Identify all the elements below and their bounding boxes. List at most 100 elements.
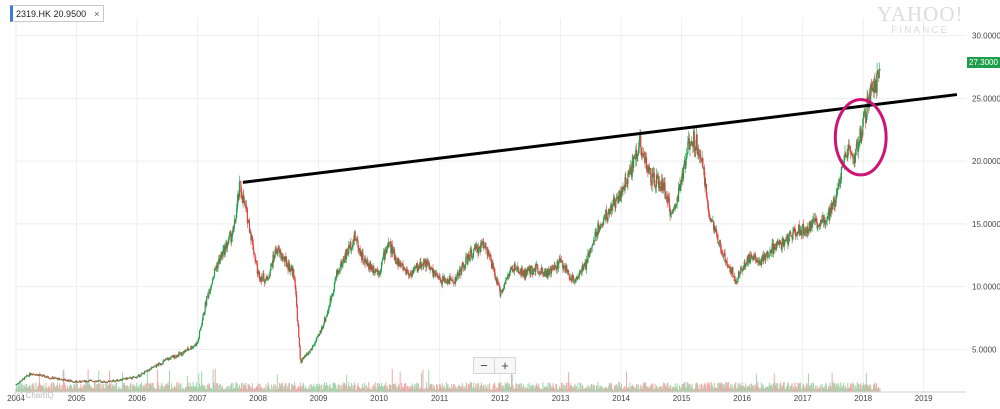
volume-bar <box>663 382 665 392</box>
zoom-in-button[interactable]: + <box>494 358 515 373</box>
candle-body <box>448 283 450 284</box>
volume-bar <box>496 388 498 392</box>
volume-bar <box>569 382 571 392</box>
volume-bar <box>655 385 657 392</box>
volume-bar <box>708 383 710 392</box>
candle-body <box>396 258 398 264</box>
volume-bar <box>521 383 523 392</box>
volume-bar <box>194 385 196 392</box>
volume-bar <box>237 387 239 392</box>
candle-body <box>592 244 594 246</box>
candle-body <box>847 144 850 151</box>
candle-body <box>464 264 466 269</box>
candle-body <box>194 343 196 346</box>
candle-body <box>390 245 393 254</box>
candle-body <box>778 240 780 245</box>
candle-body <box>282 257 284 261</box>
candle-body <box>272 254 274 268</box>
volume-bar <box>779 383 781 392</box>
candle-body <box>31 374 33 375</box>
volume-bar <box>735 388 737 392</box>
candle-body <box>351 246 353 249</box>
candle-body <box>560 260 562 263</box>
volume-bar <box>546 387 548 392</box>
volume-bar <box>218 384 220 392</box>
volume-bar <box>770 384 772 392</box>
volume-bar <box>89 383 91 392</box>
candle-body <box>79 380 81 383</box>
volume-bar <box>714 387 716 392</box>
volume-bar <box>215 389 217 392</box>
volume-bar <box>576 389 578 392</box>
candle-body <box>167 358 169 361</box>
volume-bar <box>643 382 645 392</box>
candle-body <box>239 181 241 183</box>
candle-body <box>771 243 773 250</box>
candle-body <box>856 141 858 145</box>
candle-body <box>675 204 678 207</box>
candle-body <box>658 176 660 188</box>
volume-bar <box>309 384 311 392</box>
volume-bar <box>749 383 751 392</box>
x-axis: 2004 2005 2006 2007 2008 2009 2010 2011 2012 2013… <box>7 391 966 403</box>
candle-body <box>719 242 721 244</box>
volume-bar <box>466 389 468 392</box>
volume-bar <box>608 382 610 392</box>
candle-body <box>638 139 640 147</box>
volume-bar <box>613 389 615 392</box>
close-icon[interactable]: × <box>94 8 100 19</box>
volume-bar <box>209 388 211 392</box>
zoom-out-button[interactable]: − <box>480 358 488 373</box>
candle-body <box>712 221 714 222</box>
candle-body <box>33 374 36 376</box>
candle-body <box>648 166 650 171</box>
candle-body <box>328 307 330 312</box>
candle-body <box>171 356 173 357</box>
volume-bar <box>81 388 83 392</box>
volume-bar <box>616 385 618 392</box>
volume-bar <box>873 384 875 392</box>
volume-bar <box>354 384 356 392</box>
candle-body <box>271 263 273 268</box>
candle-body <box>780 243 783 250</box>
volume-bar <box>740 386 742 392</box>
candle-body <box>593 240 595 242</box>
candle-body <box>737 277 739 283</box>
candle-body <box>500 291 503 292</box>
volume-bar <box>327 385 329 392</box>
volume-bar <box>635 388 637 392</box>
volume-bar <box>689 383 691 392</box>
volume-bar <box>626 387 628 392</box>
volume-bar <box>645 386 647 392</box>
volume-bar <box>314 389 316 392</box>
volume-bar <box>232 382 234 392</box>
candle-body <box>183 351 185 354</box>
volume-bar <box>443 386 445 392</box>
candle-body <box>400 263 402 267</box>
candle-body <box>562 263 564 270</box>
x-tick-label: 2007 <box>189 394 207 403</box>
candle-body <box>108 380 111 382</box>
ticker-symbol: 2319.HK <box>16 8 52 19</box>
candle-body <box>70 380 72 382</box>
volume-bar <box>33 383 35 392</box>
candle-body <box>622 186 624 193</box>
candle-body <box>492 262 494 266</box>
volume-bar <box>632 384 634 392</box>
candle-body <box>788 232 790 242</box>
volume-bar <box>253 388 255 392</box>
ticker-label-box[interactable]: 2319.HK 20.9500 × <box>10 5 105 22</box>
volume-bar <box>306 389 308 392</box>
candle-body <box>830 203 833 214</box>
volume-bar <box>746 387 748 392</box>
candle-body <box>333 282 336 290</box>
candle-body <box>571 274 573 281</box>
candle-body <box>230 231 232 242</box>
candle-body <box>221 252 223 257</box>
volume-bar <box>456 387 458 392</box>
candle-body <box>470 249 472 251</box>
volume-bar <box>711 384 713 392</box>
candle-body <box>854 155 856 164</box>
volume-bar <box>494 385 496 392</box>
volume-bar <box>603 388 605 392</box>
